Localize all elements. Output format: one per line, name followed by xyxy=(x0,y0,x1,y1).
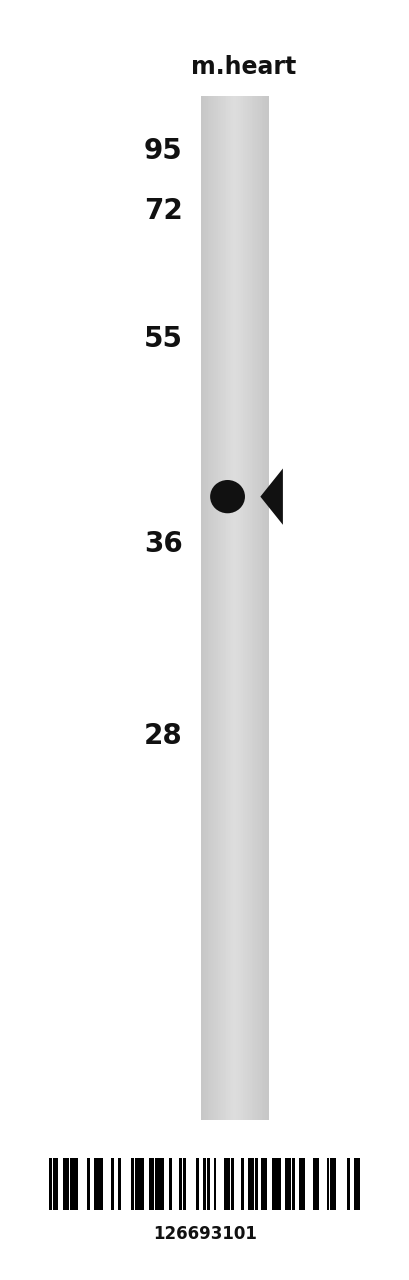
Bar xyxy=(326,1158,329,1210)
Bar xyxy=(251,96,253,1120)
Bar xyxy=(213,1158,216,1210)
Bar xyxy=(315,1158,319,1210)
Bar xyxy=(227,96,229,1120)
Bar xyxy=(329,1158,335,1210)
Bar xyxy=(204,96,206,1120)
Bar xyxy=(258,96,260,1120)
Bar xyxy=(248,96,250,1120)
Text: 95: 95 xyxy=(143,137,182,165)
Bar xyxy=(346,1158,349,1210)
Bar xyxy=(219,96,221,1120)
Bar xyxy=(231,96,233,1120)
Bar xyxy=(238,96,240,1120)
Bar xyxy=(221,96,223,1120)
Bar xyxy=(239,96,241,1120)
Bar xyxy=(97,1158,103,1210)
Bar xyxy=(110,1158,113,1210)
Bar xyxy=(226,96,228,1120)
Bar xyxy=(94,1158,97,1210)
Bar xyxy=(222,96,225,1120)
Bar xyxy=(230,1158,233,1210)
Bar xyxy=(299,1158,304,1210)
Bar xyxy=(179,1158,182,1210)
Bar xyxy=(261,96,263,1120)
Bar xyxy=(285,1158,290,1210)
Bar xyxy=(256,96,258,1120)
Bar xyxy=(253,96,255,1120)
Bar xyxy=(292,1158,294,1210)
Bar xyxy=(243,96,245,1120)
Text: 55: 55 xyxy=(143,325,182,353)
Bar xyxy=(240,1158,243,1210)
Bar xyxy=(261,1158,267,1210)
Bar xyxy=(247,1158,253,1210)
Text: 28: 28 xyxy=(143,722,182,750)
Polygon shape xyxy=(260,468,282,525)
Bar xyxy=(70,1158,78,1210)
Bar xyxy=(246,96,248,1120)
Bar xyxy=(63,1158,69,1210)
Bar xyxy=(87,1158,90,1210)
Bar xyxy=(182,1158,185,1210)
Ellipse shape xyxy=(210,480,245,513)
Bar xyxy=(266,96,268,1120)
Bar xyxy=(52,1158,58,1210)
Bar xyxy=(224,96,226,1120)
Bar xyxy=(200,96,202,1120)
Bar xyxy=(148,1158,154,1210)
Bar xyxy=(265,96,267,1120)
Bar xyxy=(263,96,265,1120)
Bar xyxy=(254,96,256,1120)
Bar xyxy=(234,96,236,1120)
Bar xyxy=(217,96,219,1120)
Bar xyxy=(155,1158,164,1210)
Text: 36: 36 xyxy=(143,530,182,558)
Bar xyxy=(241,96,243,1120)
Bar xyxy=(169,1158,171,1210)
Bar xyxy=(232,96,235,1120)
Text: m.heart: m.heart xyxy=(191,55,296,78)
Bar xyxy=(236,96,238,1120)
Bar xyxy=(211,96,213,1120)
Bar xyxy=(202,96,204,1120)
Bar xyxy=(249,96,252,1120)
Bar xyxy=(353,1158,356,1210)
Bar xyxy=(207,96,209,1120)
Bar xyxy=(212,96,214,1120)
Bar xyxy=(254,1158,257,1210)
Bar xyxy=(223,1158,229,1210)
Bar xyxy=(357,1158,360,1210)
Bar xyxy=(216,96,218,1120)
Bar xyxy=(259,96,262,1120)
Bar xyxy=(206,1158,209,1210)
Bar xyxy=(209,96,211,1120)
Bar xyxy=(135,1158,143,1210)
Bar xyxy=(49,1158,52,1210)
Bar xyxy=(244,96,246,1120)
Bar xyxy=(312,1158,315,1210)
Bar xyxy=(131,1158,134,1210)
Bar xyxy=(203,1158,206,1210)
Bar xyxy=(205,96,208,1120)
Text: 126693101: 126693101 xyxy=(153,1225,256,1243)
Bar xyxy=(229,96,231,1120)
Bar xyxy=(214,96,216,1120)
Bar xyxy=(196,1158,199,1210)
Bar xyxy=(117,1158,120,1210)
Text: 72: 72 xyxy=(143,197,182,225)
Bar xyxy=(271,1158,280,1210)
